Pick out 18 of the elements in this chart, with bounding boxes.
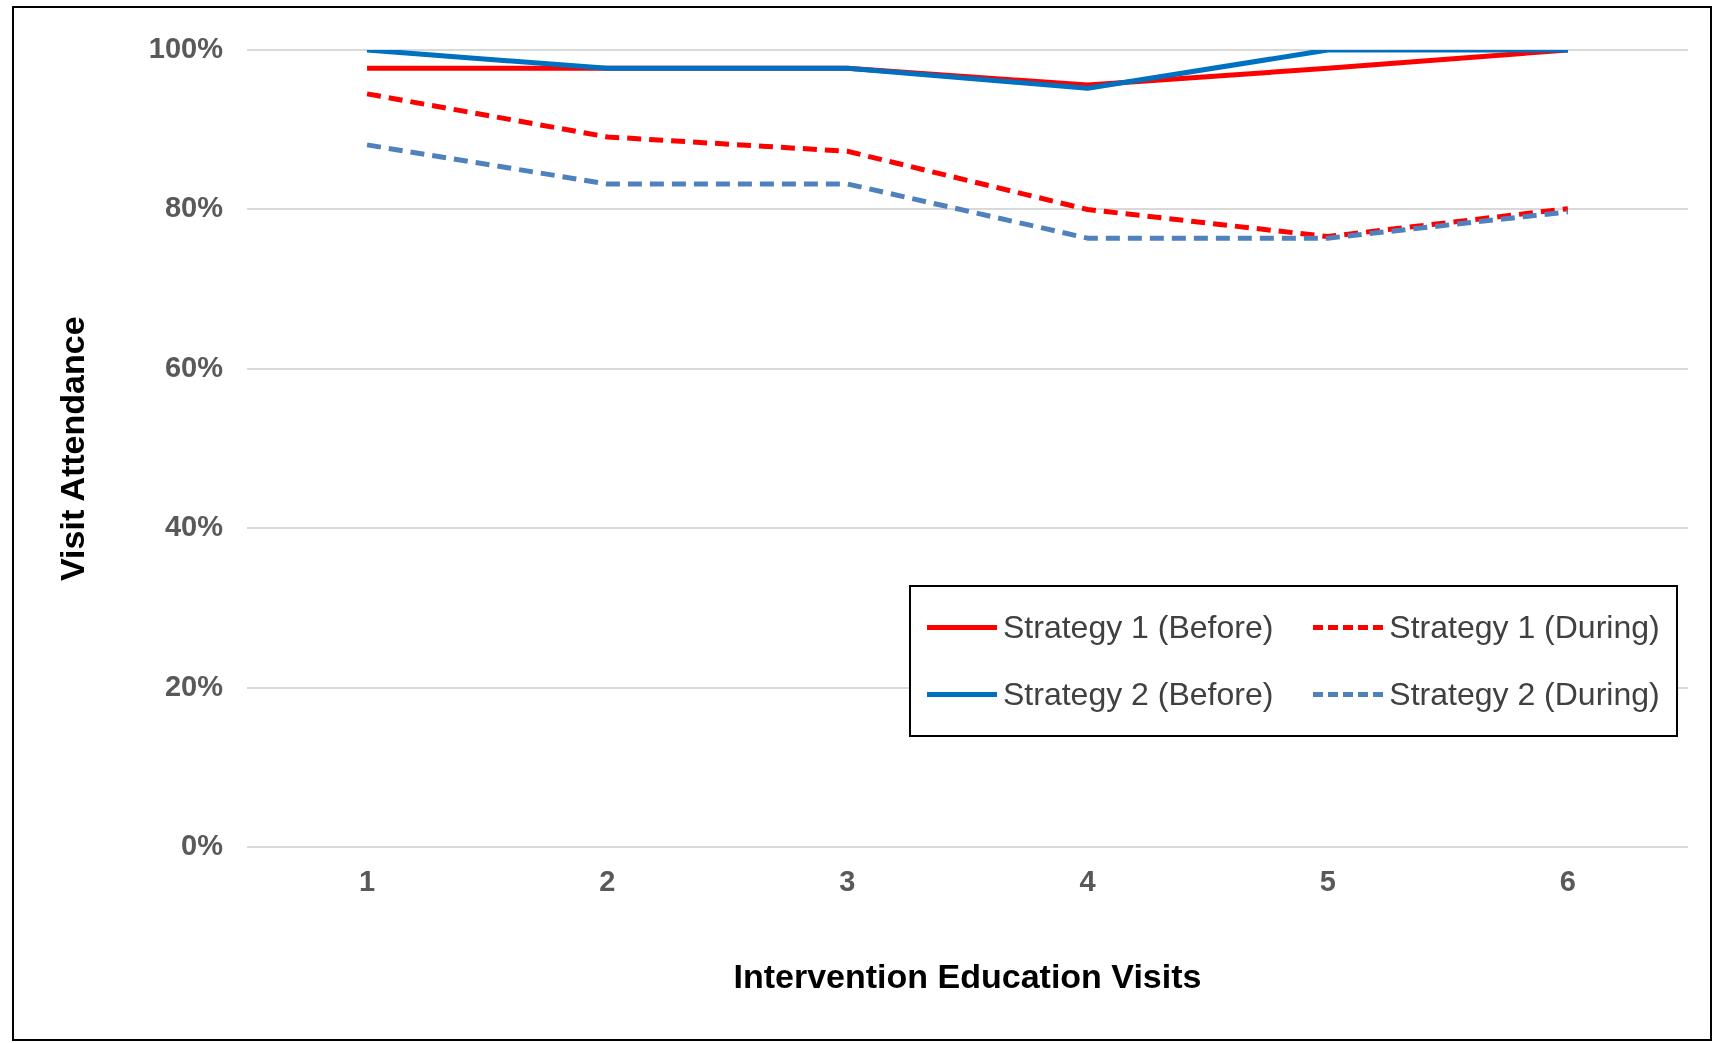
x-tick-label: 3 <box>839 864 856 897</box>
y-tick-label: 40% <box>164 510 224 543</box>
y-tick-label: 0% <box>181 829 224 862</box>
legend-label: Strategy 1 (During) <box>1389 609 1660 647</box>
y-tick-label: 80% <box>164 191 224 224</box>
x-tick-label: 2 <box>599 864 616 897</box>
x-tick-label: 4 <box>1079 864 1096 897</box>
x-tick-label: 6 <box>1559 864 1576 897</box>
y-axis-title: Visit Attendance <box>52 316 91 581</box>
y-tick-label: 60% <box>164 350 224 383</box>
y-tick-label: 100% <box>148 32 224 64</box>
y-tick-label: 20% <box>164 669 224 702</box>
x-tick-label: 5 <box>1319 864 1336 897</box>
legend-label: Strategy 2 (Before) <box>1003 676 1274 714</box>
x-axis-title: Intervention Education Visits <box>733 956 1202 995</box>
legend-label: Strategy 1 (Before) <box>1003 609 1274 647</box>
legend-label: Strategy 2 (During) <box>1389 676 1660 714</box>
x-tick-label: 1 <box>358 864 376 897</box>
